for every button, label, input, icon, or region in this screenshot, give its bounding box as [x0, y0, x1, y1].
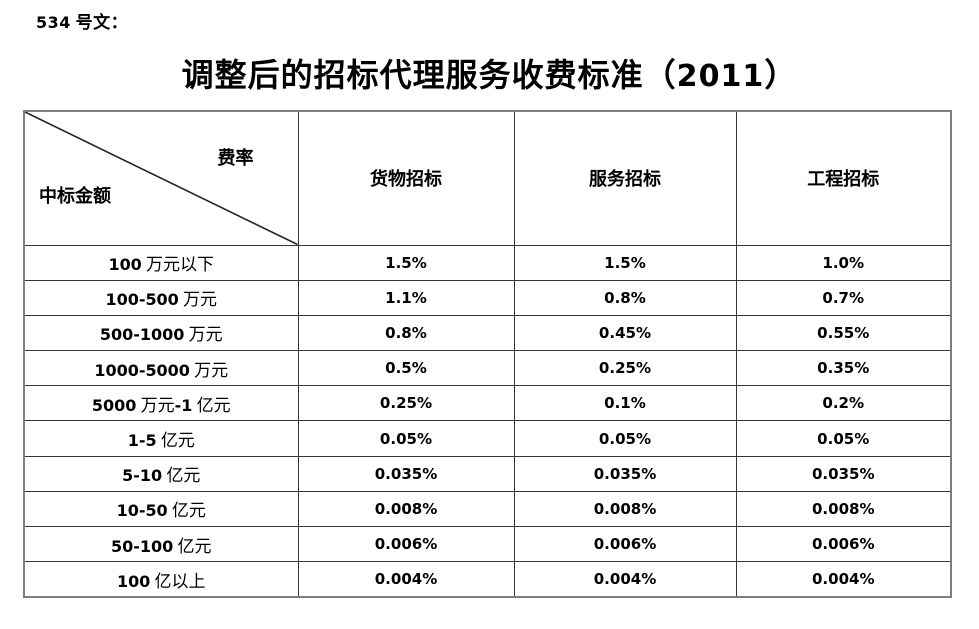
row-amount-label: 100 亿以上: [23, 561, 299, 598]
row-amount-label: 10-50 亿元: [23, 490, 299, 528]
rate-value-cell: 0.004%: [735, 561, 952, 598]
rate-value-cell: 0.035%: [735, 455, 952, 492]
header-row: 费率 中标金额 货物招标 服务招标 工程招标: [23, 110, 952, 246]
rate-value-cell: 1.0%: [735, 244, 952, 281]
fee-table-body: 100 万元以下 1.5% 1.5% 1.0% 100-500 万元 1.1% 0.8% 0.…: [23, 244, 952, 598]
rate-value-cell: 1.5%: [297, 244, 515, 281]
row-amount-label: 1000-5000 万元: [23, 350, 299, 387]
column-header-goods: 货物招标: [297, 110, 515, 246]
row-amount-label: 5-10 亿元: [23, 455, 299, 492]
column-header-engineering: 工程招标: [735, 110, 952, 246]
table-row: 5000 万元-1 亿元 0.25% 0.1% 0.2%: [23, 385, 952, 422]
table-row: 100 万元以下 1.5% 1.5% 1.0%: [23, 244, 952, 281]
rate-value-cell: 0.2%: [735, 385, 952, 422]
table-row: 1000-5000 万元 0.5% 0.25% 0.35%: [23, 350, 952, 387]
rate-value-cell: 0.05%: [297, 420, 515, 457]
row-amount-label: 500-1000 万元: [23, 314, 299, 352]
rate-value-cell: 1.1%: [297, 279, 515, 316]
rate-value-cell: 0.006%: [513, 525, 737, 563]
rate-value-cell: 0.45%: [513, 314, 737, 352]
rate-value-cell: 0.004%: [297, 561, 515, 598]
header-diagonal-cell: 费率 中标金额: [23, 110, 299, 246]
page-title: 调整后的招标代理服务收费标准（2011）: [181, 57, 798, 94]
rate-value-cell: 1.5%: [513, 244, 737, 281]
table-row: 100 亿以上 0.004% 0.004% 0.004%: [23, 561, 952, 598]
header-amount-label: 中标金额: [39, 186, 111, 206]
row-amount-label: 1-5 亿元: [23, 420, 299, 457]
rate-value-cell: 0.8%: [513, 279, 737, 316]
row-amount-label: 50-100 亿元: [23, 525, 299, 563]
diagonal-line-icon: [25, 112, 298, 245]
rate-value-cell: 0.35%: [735, 350, 952, 387]
row-amount-label: 5000 万元-1 亿元: [23, 385, 299, 422]
rate-value-cell: 0.55%: [735, 314, 952, 352]
column-header-service: 服务招标: [513, 110, 737, 246]
table-row: 500-1000 万元 0.8% 0.45% 0.55%: [23, 314, 952, 352]
rate-value-cell: 0.008%: [513, 490, 737, 528]
rate-value-cell: 0.25%: [513, 350, 737, 387]
rate-value-cell: 0.008%: [297, 490, 515, 528]
rate-value-cell: 0.05%: [735, 420, 952, 457]
rate-value-cell: 0.7%: [735, 279, 952, 316]
doc-number-label: 534 号文：: [36, 13, 129, 32]
row-amount-label: 100 万元以下: [23, 244, 299, 281]
rate-value-cell: 0.05%: [513, 420, 737, 457]
rate-value-cell: 0.8%: [297, 314, 515, 352]
table-row: 5-10 亿元 0.035% 0.035% 0.035%: [23, 455, 952, 492]
header-rate-label: 费率: [217, 148, 254, 168]
fee-rate-table: 费率 中标金额 货物招标 服务招标 工程招标 100 万元以下 1.5% 1.5% 1…: [23, 110, 952, 598]
rate-value-cell: 0.006%: [735, 525, 952, 563]
rate-value-cell: 0.008%: [735, 490, 952, 528]
row-amount-label: 100-500 万元: [23, 279, 299, 316]
rate-value-cell: 0.25%: [297, 385, 515, 422]
table-row: 10-50 亿元 0.008% 0.008% 0.008%: [23, 490, 952, 528]
rate-value-cell: 0.006%: [297, 525, 515, 563]
rate-value-cell: 0.035%: [513, 455, 737, 492]
table-row: 1-5 亿元 0.05% 0.05% 0.05%: [23, 420, 952, 457]
rate-value-cell: 0.5%: [297, 350, 515, 387]
table-row: 50-100 亿元 0.006% 0.006% 0.006%: [23, 525, 952, 563]
rate-value-cell: 0.1%: [513, 385, 737, 422]
rate-value-cell: 0.004%: [513, 561, 737, 598]
rate-value-cell: 0.035%: [297, 455, 515, 492]
table-row: 100-500 万元 1.1% 0.8% 0.7%: [23, 279, 952, 316]
